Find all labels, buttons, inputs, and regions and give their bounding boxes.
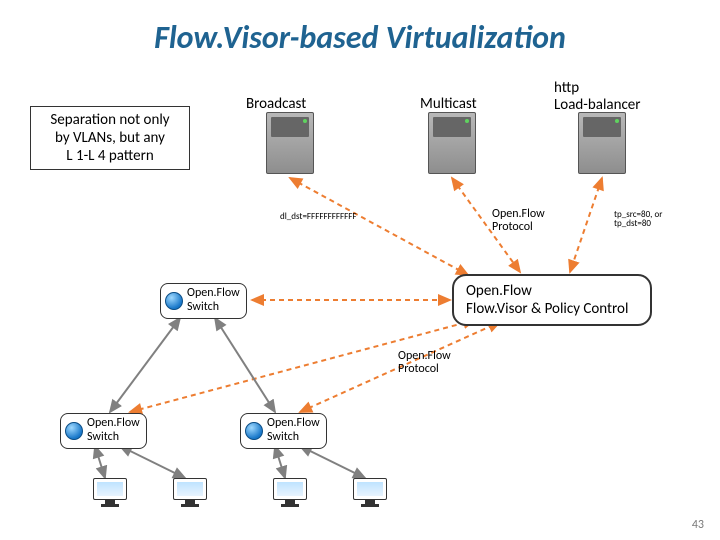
switch-icon [245, 422, 263, 440]
label-http: http Load-balancer [554, 80, 640, 113]
pc-icon [270, 478, 310, 512]
openflow-switch: Open.Flow Switch [160, 283, 247, 319]
edge-label-proto-upper: Open.Flow Protocol [492, 208, 545, 233]
pc-icon [90, 478, 130, 512]
edge-label-tp: tp_src=80, or tp_dst=80 [614, 210, 662, 229]
label-multicast: Multicast [420, 96, 477, 113]
edge-label-proto-lower: Open.Flow Protocol [398, 350, 451, 375]
slide-title: Flow.Visor-based Virtualization [0, 18, 720, 57]
label-broadcast: Broadcast [246, 96, 306, 113]
openflow-switch: Open.Flow Switch [60, 413, 147, 449]
callout-line: by VLANs, but any [39, 129, 181, 147]
page-number: 43 [692, 518, 704, 532]
callout-line: Separation not only [39, 111, 181, 129]
server-icon [578, 112, 626, 182]
switch-icon [165, 292, 183, 310]
pc-icon [350, 478, 390, 512]
openflow-switch: Open.Flow Switch [240, 413, 327, 449]
server-icon [266, 112, 314, 182]
separation-callout: Separation not only by VLANs, but any L … [30, 106, 190, 170]
pc-icon [170, 478, 210, 512]
edge-label-dldst: dl_dst=FFFFFFFFFFFF [280, 212, 357, 221]
server-icon [428, 112, 476, 182]
callout-line: L 1-L 4 pattern [39, 147, 181, 165]
flowvisor-controller: Open.Flow Flow.Visor & Policy Control [452, 274, 652, 326]
switch-icon [65, 422, 83, 440]
